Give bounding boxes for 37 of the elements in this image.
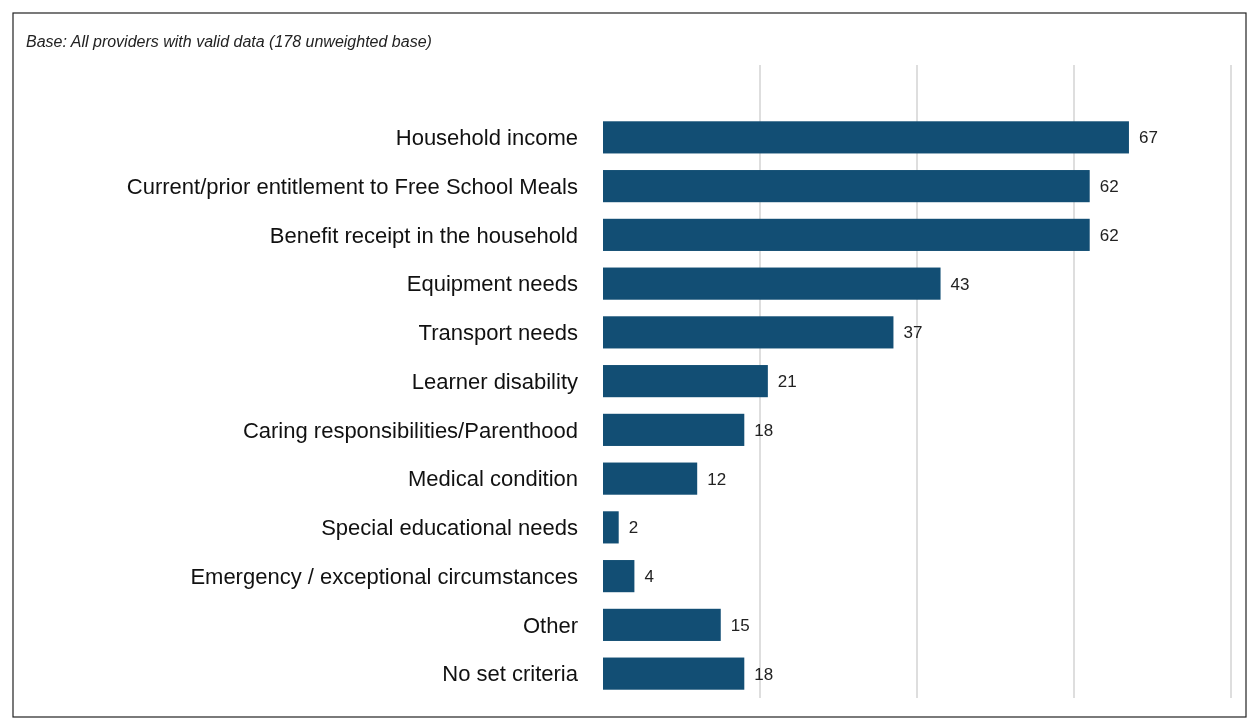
data-label: 43 bbox=[950, 274, 970, 294]
y-tick-label: Other bbox=[522, 612, 578, 638]
y-tick-label: Household income bbox=[395, 125, 578, 151]
bar bbox=[603, 218, 1090, 251]
text: Base: All providers with valid data (178 unweighted base) bbox=[26, 33, 432, 50]
data-label: 18 bbox=[754, 420, 774, 440]
y-tick-label: Equipment needs bbox=[406, 271, 578, 297]
data-label: 4 bbox=[644, 567, 654, 587]
data-label: 12 bbox=[707, 469, 727, 489]
bar bbox=[603, 316, 894, 349]
bar bbox=[603, 560, 635, 593]
y-tick-label: Current/prior entitlement to Free School Meals bbox=[126, 173, 578, 199]
y-tick-label: Caring responsibilities/Parenthood bbox=[242, 417, 578, 443]
bar bbox=[603, 657, 745, 690]
y-tick-label: No set criteria bbox=[442, 661, 579, 687]
data-label: 62 bbox=[1099, 177, 1119, 197]
data-label: 21 bbox=[777, 372, 797, 392]
y-tick-label: Learner disability bbox=[411, 368, 578, 394]
data-label: 18 bbox=[754, 664, 774, 684]
y-tick-label: Benefit receipt in the household bbox=[269, 222, 578, 248]
bar bbox=[603, 267, 941, 300]
bar bbox=[603, 365, 768, 398]
data-label: 62 bbox=[1099, 225, 1119, 245]
y-tick-label: Emergency / exceptional circumstances bbox=[190, 563, 578, 589]
bar bbox=[603, 413, 745, 446]
data-label: 67 bbox=[1138, 128, 1158, 148]
y-tick-label: Special educational needs bbox=[321, 515, 578, 541]
bar bbox=[603, 462, 698, 495]
bar bbox=[603, 511, 619, 544]
y-tick-label: Transport needs bbox=[418, 320, 578, 346]
data-label: 37 bbox=[903, 323, 923, 343]
data-label: 15 bbox=[730, 615, 750, 635]
y-tick-label: Medical condition bbox=[408, 466, 578, 492]
bar bbox=[603, 121, 1129, 154]
bar bbox=[603, 608, 721, 641]
bar bbox=[603, 170, 1090, 203]
data-label: 2 bbox=[628, 518, 639, 538]
